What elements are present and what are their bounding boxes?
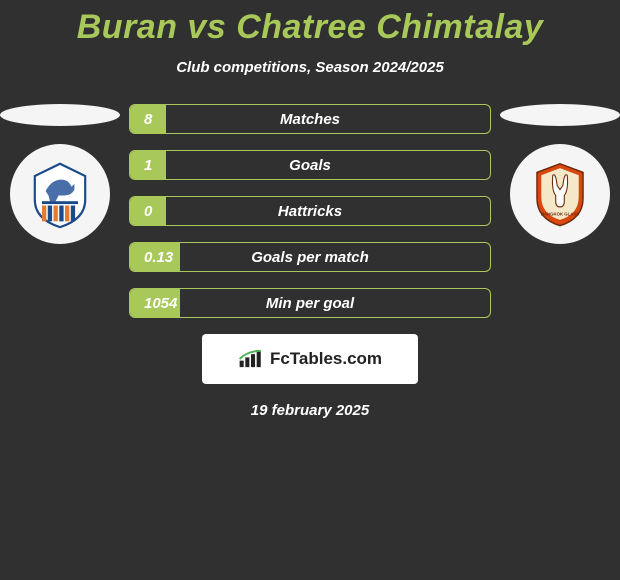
player-left-crest (10, 144, 110, 244)
page-title: Buran vs Chatree Chimtalay (0, 0, 620, 47)
stat-row-hattricks: 0 Hattricks (129, 196, 491, 226)
stat-label: Goals (289, 157, 331, 174)
player-right-crest: BANGKOK GLASS (510, 144, 610, 244)
rabbit-crest-icon: BANGKOK GLASS (524, 158, 596, 230)
brand-text: FcTables.com (270, 349, 382, 369)
stat-rows: 8 Matches 1 Goals 0 Hattricks 0.13 Goals… (129, 104, 491, 318)
stat-value-left: 0 (144, 203, 152, 220)
season-subtitle: Club competitions, Season 2024/2025 (0, 59, 620, 76)
stat-row-matches: 8 Matches (129, 104, 491, 134)
stat-value-left: 0.13 (144, 249, 173, 266)
stat-row-goals-per-match: 0.13 Goals per match (129, 242, 491, 272)
stat-label: Matches (280, 111, 340, 128)
player-right-column: BANGKOK GLASS (500, 104, 620, 244)
stat-value-left: 8 (144, 111, 152, 128)
stat-value-left: 1054 (144, 295, 177, 312)
player-left-nametag (0, 104, 120, 126)
horse-crest-icon (24, 158, 96, 230)
stat-value-left: 1 (144, 157, 152, 174)
snapshot-date: 19 february 2025 (0, 402, 620, 419)
stats-area: BANGKOK GLASS 8 Matches 1 Goals 0 Hattri… (0, 104, 620, 318)
stat-label: Goals per match (251, 249, 369, 266)
player-left-column (0, 104, 120, 244)
svg-text:BANGKOK GLASS: BANGKOK GLASS (541, 212, 579, 217)
brand-badge[interactable]: FcTables.com (202, 334, 418, 384)
stat-label: Hattricks (278, 203, 342, 220)
stat-row-goals: 1 Goals (129, 150, 491, 180)
stat-label: Min per goal (266, 295, 354, 312)
player-right-nametag (500, 104, 620, 126)
stat-row-min-per-goal: 1054 Min per goal (129, 288, 491, 318)
bar-chart-icon (238, 349, 264, 369)
